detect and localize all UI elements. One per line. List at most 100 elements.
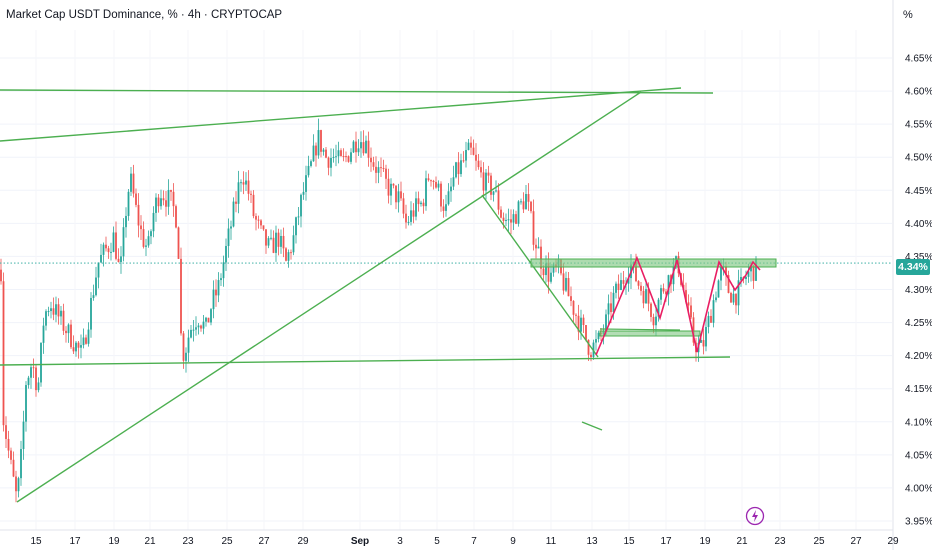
small-mark-line: [581, 421, 603, 431]
candle-body: [545, 263, 547, 276]
axis-unit-label[interactable]: %: [903, 9, 913, 21]
y-tick-label: 4.20%: [905, 351, 932, 362]
candle-body: [392, 183, 395, 186]
y-tick-label: 4.00%: [905, 483, 932, 494]
candle-body: [480, 167, 482, 173]
candle-body: [130, 173, 132, 192]
candle-body: [135, 193, 137, 205]
candle-body: [627, 278, 630, 284]
candle-body: [290, 252, 292, 254]
candle-body: [400, 191, 402, 199]
candle-body: [650, 303, 652, 317]
candle-body: [652, 316, 655, 326]
candle-body: [570, 296, 572, 301]
y-axis: 4.65% 4.60% 4.55% 4.50% 4.45% 4.40% 4.35% 4.30%…: [892, 0, 932, 550]
candle-body: [527, 194, 530, 202]
candle-body: [700, 340, 702, 343]
candle-body: [232, 201, 235, 227]
candle-body: [80, 345, 82, 348]
candle-body: [457, 162, 460, 175]
neckline-line: [599, 328, 681, 331]
candle-body: [422, 202, 425, 207]
rising-support-line: [16, 91, 642, 503]
candle-body: [535, 244, 537, 249]
candle-body: [267, 238, 270, 246]
candle-body: [575, 314, 577, 316]
candle-body: [475, 154, 477, 161]
x-tick-label: 29: [297, 536, 309, 547]
candle-body: [217, 280, 220, 296]
candle-body: [315, 145, 317, 156]
candle-body: [87, 329, 90, 344]
y-tick-label: 4.50%: [905, 153, 932, 164]
lightning-icon[interactable]: [745, 506, 765, 526]
candle-body: [740, 276, 742, 281]
candle-body: [367, 140, 370, 158]
candle-body: [467, 142, 470, 150]
candle-body: [447, 191, 450, 205]
candle-body: [210, 309, 212, 323]
candle-body: [707, 315, 710, 328]
candle-body: [307, 165, 310, 176]
candle-body: [402, 198, 405, 214]
candle-body: [550, 272, 552, 282]
candle-body: [585, 325, 587, 340]
candle-body: [505, 219, 507, 222]
candle-body: [52, 308, 55, 315]
x-tick-label: Sep: [351, 536, 369, 547]
candle-body: [355, 141, 357, 153]
drawings: [0, 87, 892, 503]
candle-body: [450, 186, 452, 192]
candle-body: [335, 156, 337, 158]
candle-body: [440, 183, 442, 207]
y-tick-label: 4.25%: [905, 318, 932, 329]
candle-body: [62, 310, 65, 331]
candle-body: [227, 228, 230, 246]
candle-body: [40, 342, 42, 383]
candle-body: [645, 289, 647, 304]
candle-body: [582, 317, 585, 326]
candle-body: [497, 190, 500, 210]
candle-body: [587, 339, 590, 355]
candle-body: [432, 180, 435, 182]
candle-body: [455, 162, 457, 178]
candle-body: [200, 325, 202, 329]
candle-body: [75, 342, 77, 352]
candle-body: [330, 157, 332, 168]
candle-body: [647, 289, 650, 304]
candle-body: [485, 172, 487, 191]
candle-body: [32, 367, 35, 369]
candle-body: [657, 299, 660, 317]
candle-body: [205, 317, 207, 322]
candle-body: [755, 258, 757, 281]
candle-body: [137, 204, 140, 226]
candle-body: [7, 438, 10, 451]
candle-body: [687, 302, 690, 306]
candle-body: [507, 219, 510, 221]
candle-body: [152, 212, 155, 232]
x-tick-label: 25: [221, 536, 233, 547]
candle-body: [100, 254, 102, 263]
candle-body: [445, 204, 447, 211]
candle-body: [85, 337, 87, 344]
candle-body: [417, 198, 420, 205]
candle-body: [717, 280, 720, 298]
candle-body: [667, 275, 670, 295]
candle-body: [462, 160, 465, 162]
x-tick-label: 29: [887, 536, 899, 547]
candle-body: [185, 352, 187, 361]
candle-body: [430, 180, 432, 182]
candle-body: [725, 266, 727, 276]
candle-body: [30, 367, 32, 378]
candle-body: [412, 210, 415, 217]
candle-body: [407, 221, 410, 223]
candle-body: [182, 333, 185, 361]
current-price-tag: 4.34%: [896, 259, 930, 275]
candle-body: [97, 262, 100, 278]
candle-body: [610, 303, 612, 313]
candle-body: [102, 244, 105, 255]
candle-body: [490, 175, 492, 195]
candle-body: [5, 425, 7, 439]
candle-body: [375, 166, 377, 173]
